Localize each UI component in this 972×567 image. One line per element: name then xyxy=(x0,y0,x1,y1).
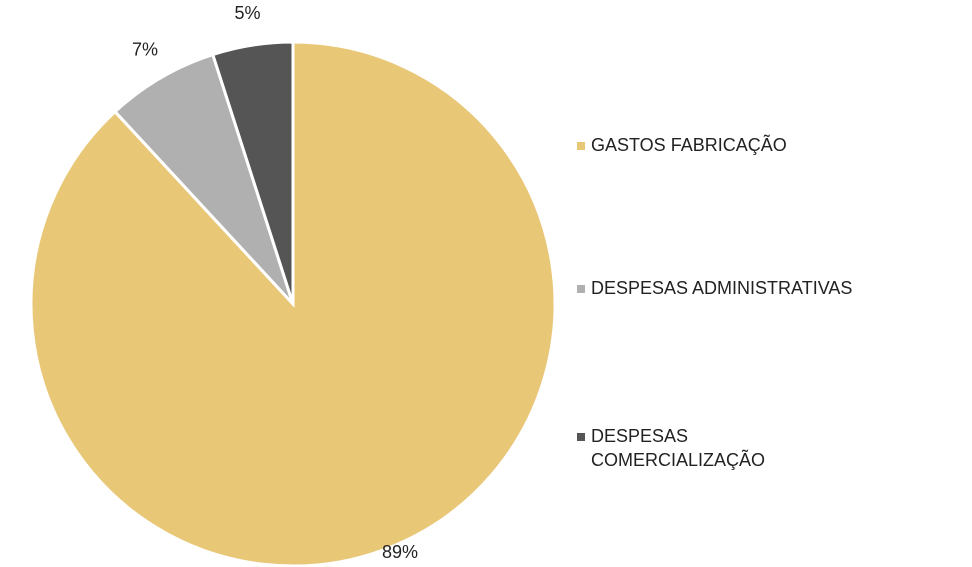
legend-swatch xyxy=(577,142,585,150)
legend-label: DESPESAS COMERCIALIZAÇÃO xyxy=(591,426,766,470)
data-label: 5% xyxy=(235,3,261,23)
legend-item: DESPESAS COMERCIALIZAÇÃO xyxy=(577,426,831,472)
data-label: 89% xyxy=(382,542,418,562)
pie-slice xyxy=(112,52,295,306)
legend-item: DESPESAS ADMINISTRATIVAS xyxy=(577,278,853,300)
legend-label: DESPESAS ADMINISTRATIVAS xyxy=(591,278,853,298)
legend-swatch xyxy=(577,285,585,293)
data-label: 7% xyxy=(132,39,158,59)
legend-label: GASTOS FABRICAÇÃO xyxy=(591,135,787,155)
legend-swatch xyxy=(577,433,585,441)
legend-item: GASTOS FABRICAÇÃO xyxy=(577,135,787,157)
pie-slice xyxy=(210,40,295,305)
